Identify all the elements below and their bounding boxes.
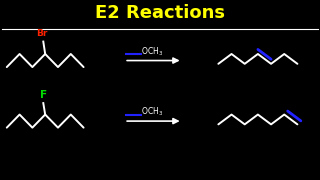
Text: E2 Reactions: E2 Reactions — [95, 4, 225, 22]
Text: $\mathregular{OCH_3}$: $\mathregular{OCH_3}$ — [141, 106, 163, 118]
Text: F: F — [40, 90, 47, 100]
Text: $\mathregular{OCH_3}$: $\mathregular{OCH_3}$ — [141, 45, 163, 58]
Text: Br: Br — [36, 29, 47, 38]
